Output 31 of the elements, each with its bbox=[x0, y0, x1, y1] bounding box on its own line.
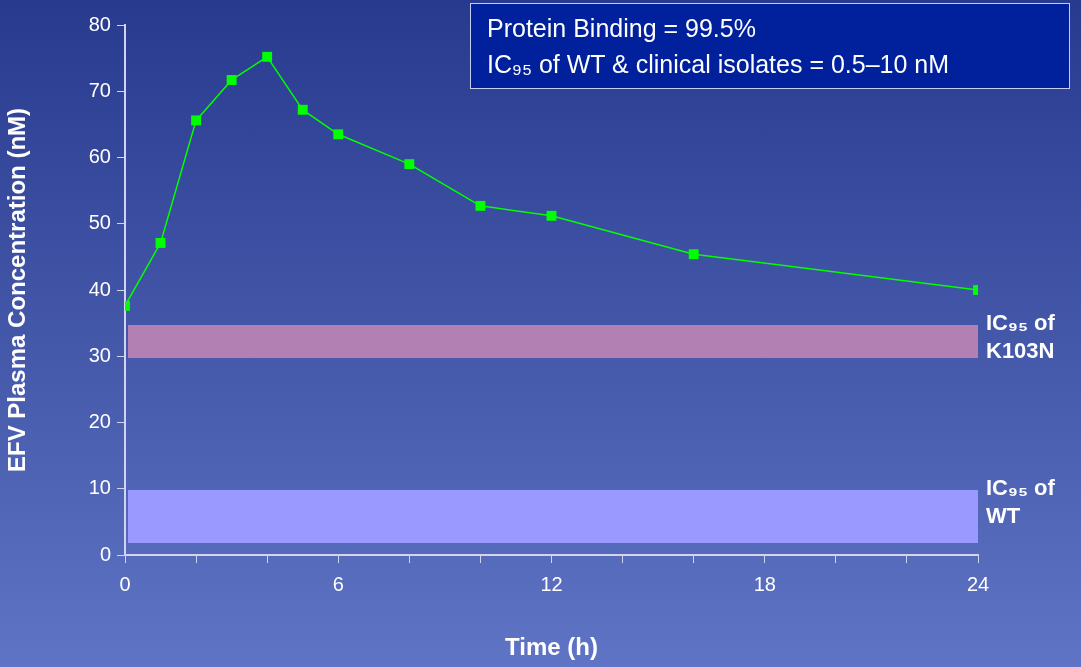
annotation: IC₉₅ of WT & clinical isolates = 0.5–10 nM bbox=[487, 49, 951, 80]
annotation: Protein Binding = 99.5% bbox=[487, 13, 757, 44]
point bbox=[226, 75, 237, 85]
text-box: Protein Binding = 99.5% IC₉₅ of WT & clinical isolates = 0.5–10 nM bbox=[470, 3, 1070, 89]
x-tick-label: 6 bbox=[332, 572, 344, 595]
point bbox=[155, 238, 166, 248]
y-tick-label: 80 bbox=[88, 12, 111, 35]
point bbox=[262, 51, 273, 62]
y-tick-label: 0 bbox=[99, 542, 111, 565]
point bbox=[404, 159, 415, 170]
x-tick-label: 24 bbox=[966, 572, 990, 595]
x-tick-label: 12 bbox=[540, 572, 563, 595]
x-tick-label: 18 bbox=[753, 572, 776, 595]
y-tick-label: 50 bbox=[88, 211, 111, 234]
y-tick-label: 70 bbox=[88, 78, 111, 101]
point bbox=[333, 129, 344, 140]
y-tick-label: 20 bbox=[88, 410, 111, 433]
point bbox=[191, 115, 202, 126]
x-tick-label: 0 bbox=[119, 572, 131, 595]
x-axis-title: Time (h) bbox=[505, 633, 598, 661]
point bbox=[297, 104, 308, 115]
band-label: IC₉₅ of K103N bbox=[986, 310, 1056, 364]
point bbox=[688, 249, 699, 260]
y-tick-label: 40 bbox=[88, 277, 111, 300]
point bbox=[475, 200, 486, 211]
y-axis-title: EFV Plasma Concentration (nM) bbox=[3, 107, 31, 473]
band-label: IC₉₅ of WT bbox=[986, 475, 1056, 529]
y-tick-label: 60 bbox=[88, 145, 111, 168]
point bbox=[546, 210, 557, 221]
y-tick-label: 30 bbox=[88, 343, 111, 366]
y-tick-label: 10 bbox=[88, 476, 111, 499]
